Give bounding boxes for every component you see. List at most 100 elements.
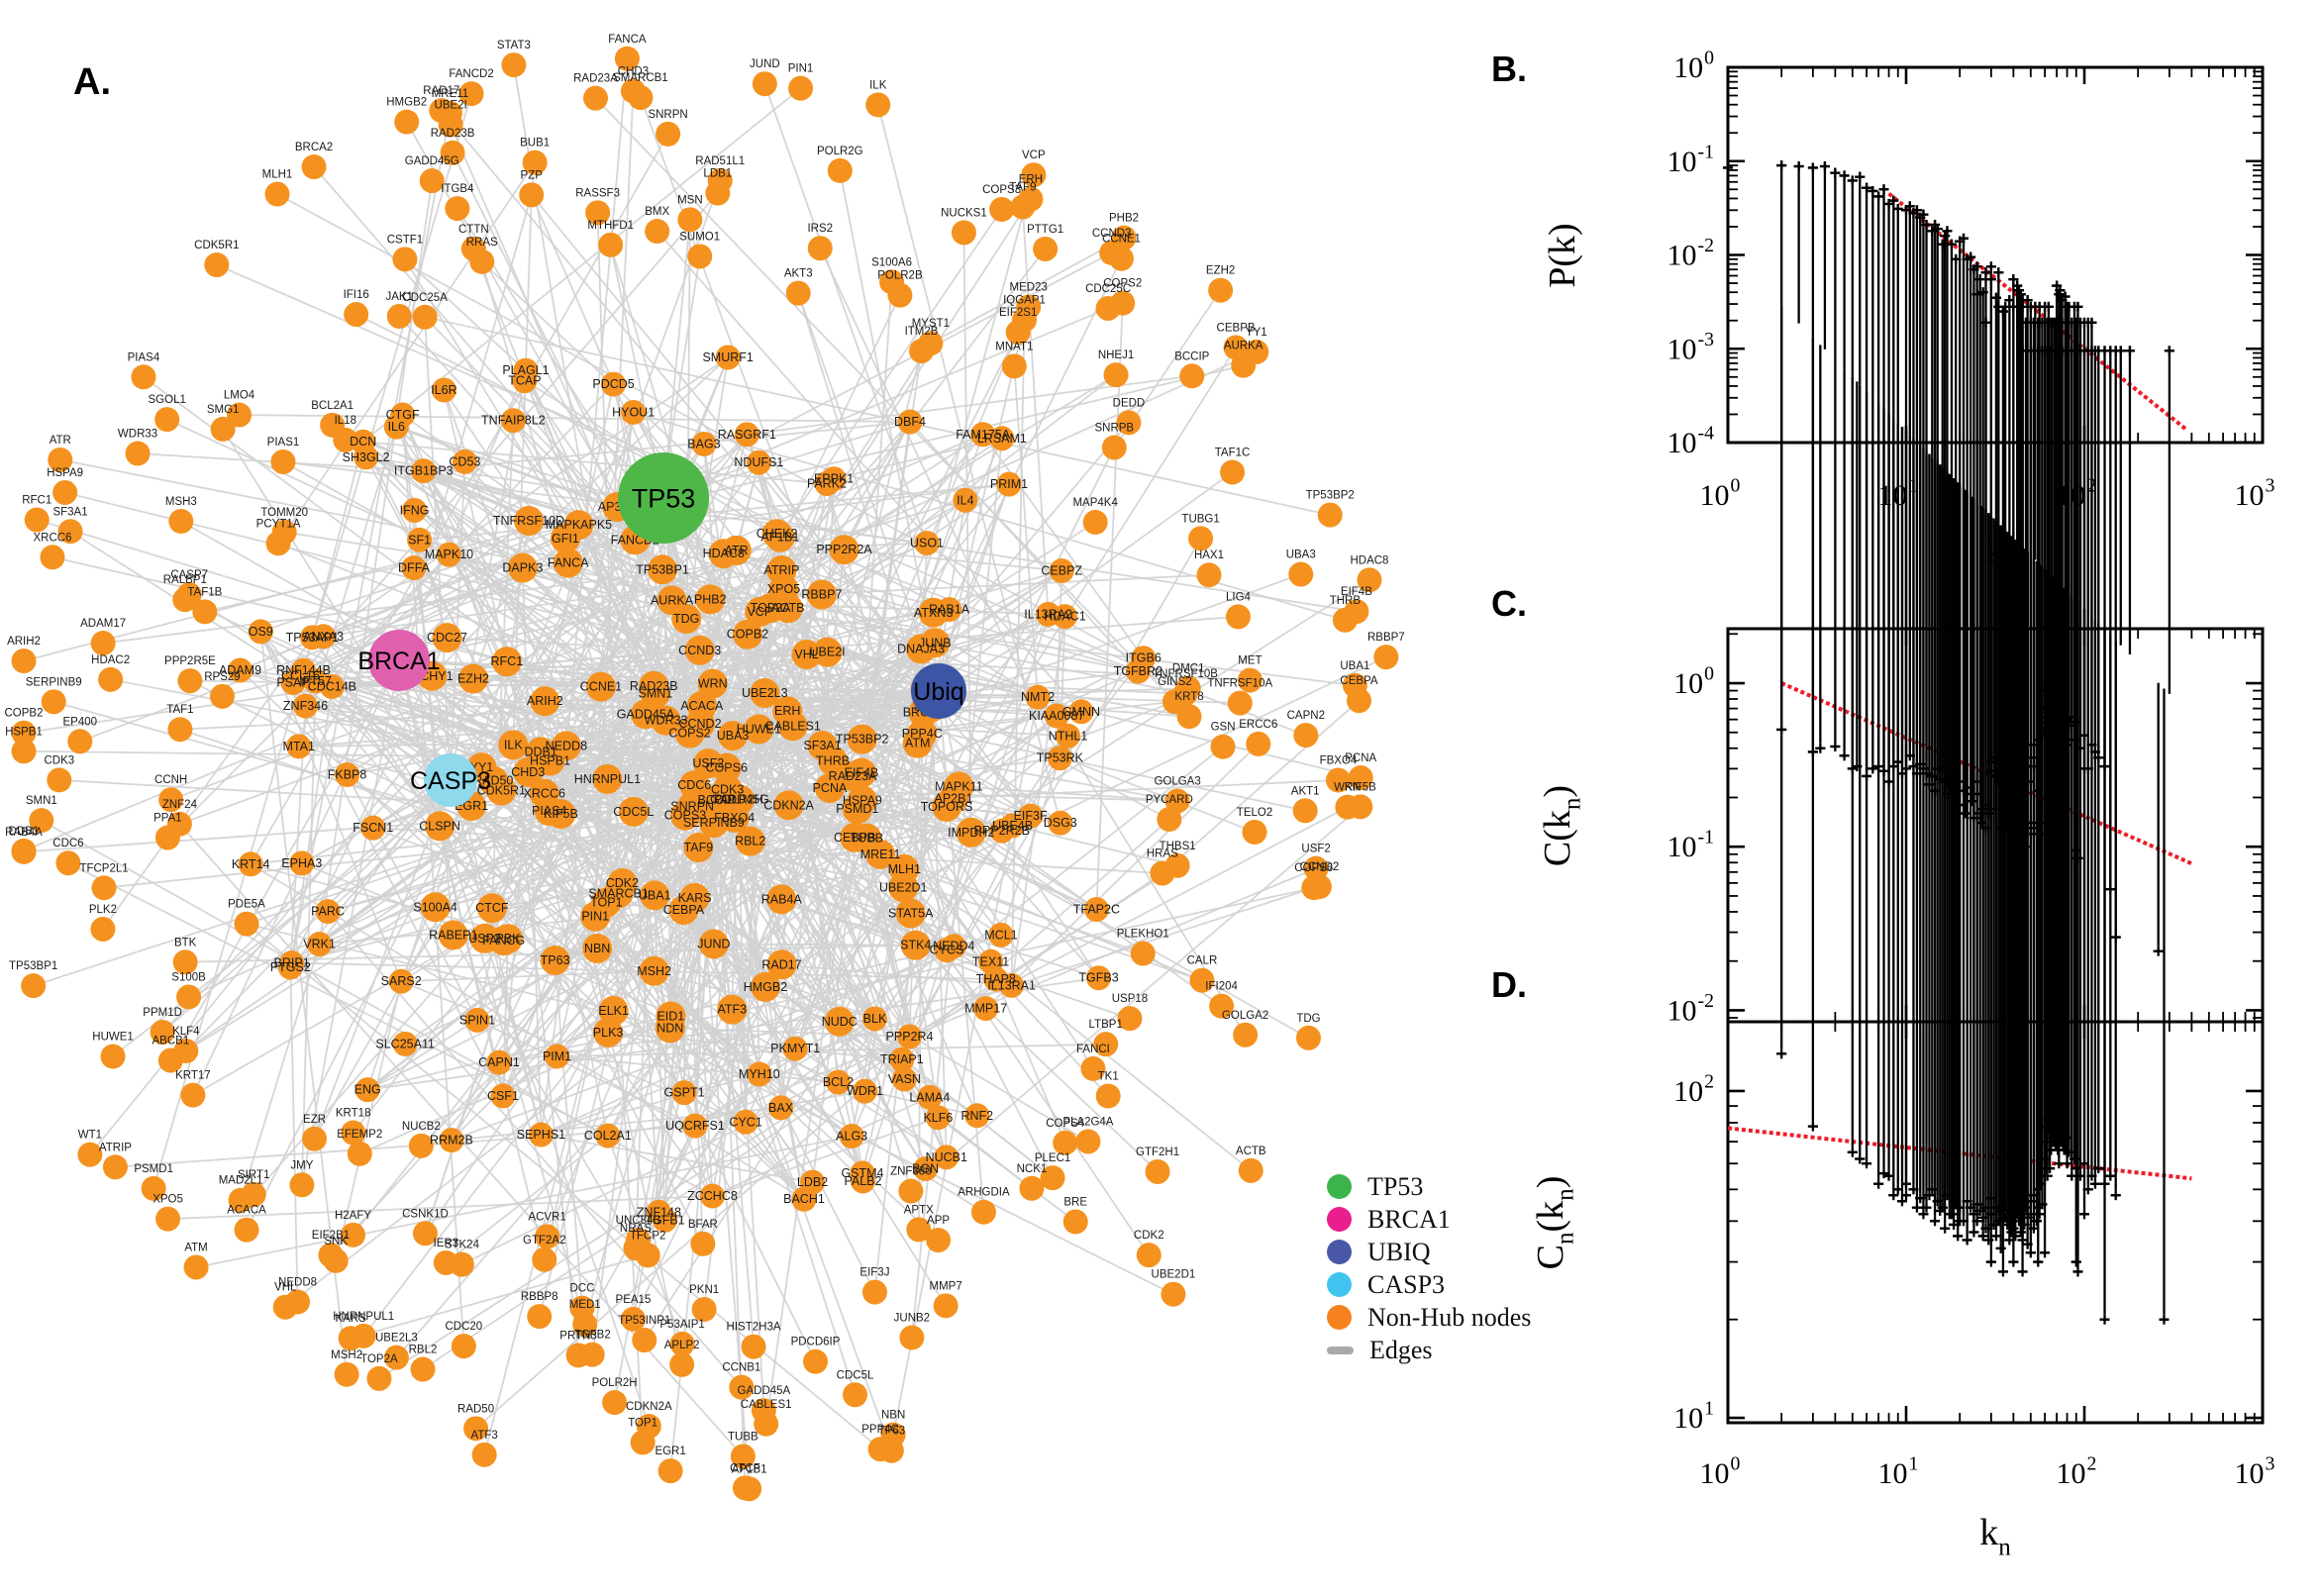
non-hub-node: [540, 945, 570, 975]
gene-label: RRM2B: [430, 1134, 473, 1147]
data-point-plus: [1883, 198, 1894, 414]
gene-label: CCNH: [154, 774, 187, 786]
gene-label: SERPINB9: [26, 676, 82, 688]
gene-label: TFCP2L1: [79, 862, 128, 874]
gene-label: RAB1A: [929, 603, 970, 617]
gene-label: HSPB1: [530, 754, 570, 768]
non-hub-node: [530, 686, 560, 717]
network-edge: [654, 970, 948, 1158]
data-point-plus: [1839, 170, 1850, 369]
data-point-plus: [1873, 403, 1884, 1185]
network-edge: [632, 811, 660, 1213]
gene-label: MCL1: [984, 928, 1017, 942]
non-hub-node: [302, 1126, 328, 1151]
data-point-plus: [2110, 346, 2121, 641]
non-hub-node: [1053, 1130, 1078, 1155]
non-hub-node: [1373, 645, 1399, 670]
data-point-plus: [1776, 306, 1787, 1055]
gene-label: NBN: [584, 942, 610, 955]
gene-label: CCND3: [678, 644, 721, 657]
non-hub-node: [782, 1036, 808, 1061]
non-hub-node: [1348, 794, 1373, 820]
gene-label: ADAM17: [80, 618, 126, 630]
non-hub-node: [100, 1044, 126, 1069]
gene-label: CCNE1: [1102, 234, 1141, 246]
non-hub-node: [812, 637, 843, 667]
non-hub-node: [580, 901, 611, 932]
non-hub-node: [669, 800, 700, 831]
gene-label: CDC14B: [308, 679, 356, 693]
non-hub-node: [766, 949, 797, 980]
network-edge: [398, 659, 905, 1080]
network-edge: [902, 655, 1387, 889]
non-hub-node: [918, 331, 944, 356]
non-hub-node: [853, 1078, 878, 1104]
gene-label: TGFB3: [1078, 971, 1118, 985]
gene-label: PLK2: [89, 904, 117, 916]
non-hub-node: [900, 930, 931, 960]
non-hub-node: [937, 597, 962, 623]
non-hub-node: [595, 1123, 621, 1148]
gene-label: CDK3: [711, 783, 744, 797]
non-hub-node: [289, 1172, 315, 1198]
gene-label: HMGB2: [744, 980, 788, 994]
gene-label: PRIM1: [990, 477, 1028, 491]
network-edge: [1010, 616, 1066, 986]
gene-label: BRE: [1063, 1196, 1087, 1208]
legend-label: UBIQ: [1367, 1237, 1431, 1266]
non-hub-node: [891, 1066, 917, 1092]
gene-label: PDCD6IP: [791, 1337, 841, 1348]
network-edge: [476, 1019, 696, 1127]
non-hub-node: [729, 1374, 755, 1400]
non-hub-node: [183, 1254, 209, 1280]
gene-label: AP2B1: [934, 792, 972, 806]
network-edge: [398, 659, 1186, 695]
non-hub-node: [438, 920, 468, 950]
non-hub-node: [1068, 699, 1094, 725]
non-hub-node: [11, 648, 37, 674]
legend-item-ubiq: UBIQ: [1327, 1236, 1531, 1268]
non-hub-node: [677, 207, 703, 233]
non-hub-node: [1303, 855, 1329, 881]
tick-label: 101: [1878, 1453, 1919, 1491]
gene-label: DCC: [569, 1283, 594, 1295]
gene-label: VASN: [888, 1072, 921, 1086]
gene-label: TNFAIP8L2: [481, 414, 546, 428]
gene-label: ZNF346: [283, 699, 328, 713]
gene-label: TP53BP1: [9, 960, 57, 972]
non-hub-node: [752, 71, 777, 97]
gene-label: NDUFS1: [734, 455, 783, 469]
non-hub-node: [944, 771, 974, 802]
gene-label: CDC5L: [613, 805, 654, 819]
data-point-plus: [2105, 346, 2116, 636]
gene-label: VRK1: [303, 938, 336, 951]
network-edge: [693, 897, 714, 1197]
network-edge: [984, 743, 1260, 1010]
non-hub-node: [1040, 1165, 1065, 1191]
gene-label: IL18: [335, 415, 356, 427]
network-edge: [622, 830, 1002, 884]
non-hub-node: [419, 168, 445, 194]
non-hub-node: [906, 1217, 932, 1243]
non-hub-node: [1086, 965, 1112, 991]
non-hub-node: [1225, 604, 1251, 630]
gene-label: UBE4B: [992, 819, 1033, 833]
data-point-plus: [1839, 368, 1850, 757]
non-hub-node: [394, 109, 420, 135]
gene-label: BMX: [645, 206, 669, 218]
non-hub-node: [1188, 526, 1214, 551]
data-point-plus: [1807, 337, 1818, 1128]
non-hub-node: [154, 407, 180, 433]
non-hub-node: [865, 92, 891, 118]
network-edge: [36, 519, 508, 663]
gene-label: CEBPA: [1340, 675, 1377, 687]
gene-label: HDAC8: [1350, 554, 1388, 566]
non-hub-node: [920, 628, 951, 658]
gene-label: STAT5A: [888, 907, 934, 921]
network-edge: [556, 1055, 839, 1083]
gene-label: ADAM9: [219, 663, 261, 677]
gene-label: CDKN2A: [763, 798, 814, 812]
data-point-plus: [2099, 346, 2110, 630]
tick-label: 102: [2057, 1453, 2097, 1491]
gene-label: IFNG: [400, 503, 430, 517]
